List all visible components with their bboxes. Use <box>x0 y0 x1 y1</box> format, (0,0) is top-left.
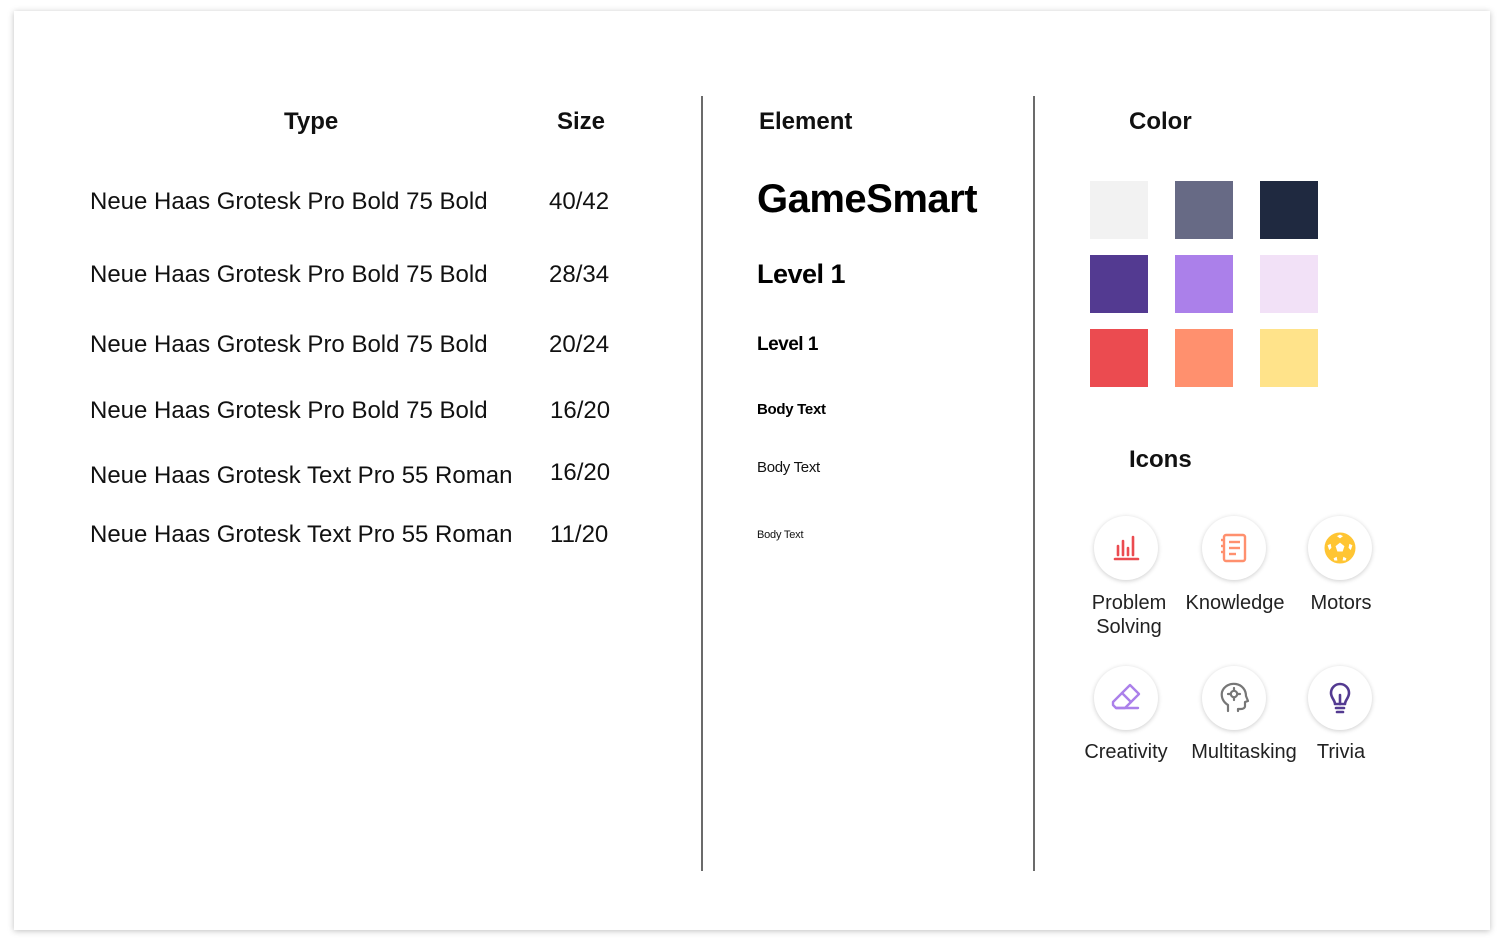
type-header: Type <box>284 108 339 135</box>
size-header: Size <box>557 108 606 135</box>
color-swatch <box>1175 329 1233 387</box>
head-gear-icon <box>1220 682 1250 713</box>
type-row-name: Neue Haas Grotesk Pro Bold 75 Bold <box>90 188 488 215</box>
type-row-size: 40/42 <box>549 188 610 215</box>
problem-solving-icon-button[interactable] <box>1094 516 1158 580</box>
color-swatch <box>1090 181 1148 239</box>
icon-label: Knowledge <box>1185 592 1285 614</box>
eraser-icon <box>1111 683 1141 710</box>
type-row-name: Neue Haas Grotesk Pro Bold 75 Bold <box>90 261 488 288</box>
icon-label: Multitasking <box>1191 741 1297 763</box>
element-sample-16-bold: Body Text <box>757 401 826 418</box>
color-swatch <box>1260 255 1318 313</box>
creativity-icon-button[interactable] <box>1094 666 1158 730</box>
type-row-size: 20/24 <box>549 331 610 358</box>
icons-header: Icons <box>1129 446 1192 473</box>
column-divider <box>1033 96 1035 871</box>
type-row-name: Neue Haas Grotesk Text Pro 55 Roman <box>90 521 513 548</box>
element-sample-40: GameSmart <box>757 177 978 221</box>
type-row-size: 16/20 <box>550 459 611 486</box>
knowledge-icon-button[interactable] <box>1202 516 1266 580</box>
type-row-name: Neue Haas Grotesk Text Pro 55 Roman <box>90 462 513 489</box>
color-swatch <box>1175 181 1233 239</box>
color-swatch <box>1090 255 1148 313</box>
color-swatch <box>1260 329 1318 387</box>
icon-label: Trivia <box>1316 741 1366 763</box>
element-sample-20: Level 1 <box>757 334 818 355</box>
type-row-size: 16/20 <box>550 397 611 424</box>
style-guide-card: Type Size Neue Haas Grotesk Pro Bold 75 … <box>14 11 1490 930</box>
element-sample-11-roman: Body Text <box>757 529 804 541</box>
bar-chart-icon <box>1113 535 1140 561</box>
color-header: Color <box>1129 108 1192 135</box>
column-divider <box>701 96 703 871</box>
icon-label: Motors <box>1310 592 1372 614</box>
soccer-ball-icon <box>1324 532 1356 564</box>
color-swatch <box>1090 329 1148 387</box>
trivia-icon-button[interactable] <box>1308 666 1372 730</box>
type-row-size: 11/20 <box>550 521 609 548</box>
icon-label: Creativity <box>1084 741 1168 763</box>
type-row-size: 28/34 <box>549 261 610 288</box>
element-sample-28: Level 1 <box>757 259 846 289</box>
motors-icon-button[interactable] <box>1308 516 1372 580</box>
element-header: Element <box>759 108 853 135</box>
notebook-icon <box>1221 533 1247 563</box>
multitasking-icon-button[interactable] <box>1202 666 1266 730</box>
type-row-name: Neue Haas Grotesk Pro Bold 75 Bold <box>90 331 488 358</box>
lightbulb-icon <box>1329 682 1351 714</box>
element-sample-16-roman: Body Text <box>757 459 820 476</box>
type-row-name: Neue Haas Grotesk Pro Bold 75 Bold <box>90 397 488 424</box>
icon-label: Problem Solving <box>1091 592 1167 638</box>
color-swatch <box>1175 255 1233 313</box>
color-swatch <box>1260 181 1318 239</box>
